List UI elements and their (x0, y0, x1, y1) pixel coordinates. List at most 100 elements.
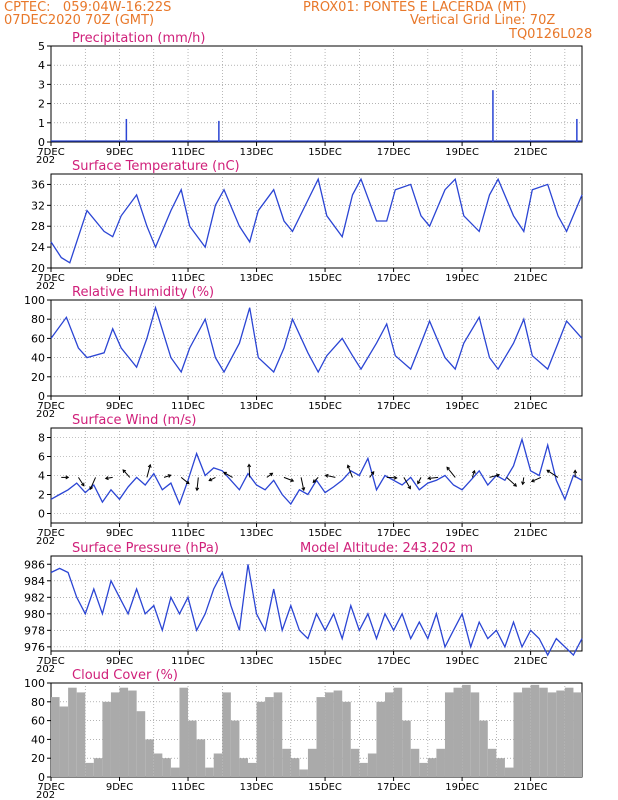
wind-arrow (546, 469, 559, 478)
x-tick-label: 17DEC (377, 147, 411, 158)
x-tick-label: 7DEC (37, 782, 64, 793)
panel-title: Relative Humidity (%) (72, 285, 214, 300)
wind-arrow-head (147, 463, 152, 468)
cloud-bar (410, 748, 420, 777)
wind-arrow (428, 476, 439, 479)
panel-title: Precipitation (mm/h) (72, 31, 205, 46)
x-tick-label: 7DEC (37, 656, 64, 667)
cloud-bar (487, 748, 497, 777)
wind-arrow (208, 476, 216, 482)
x-tick-label: 9DEC (106, 782, 133, 793)
wind-arrow-head (269, 472, 274, 477)
wind-arrow-head (195, 487, 200, 492)
wind-arrow (89, 477, 96, 490)
y-tick-label: 32 (31, 199, 45, 212)
cloud-bar (350, 748, 360, 777)
header-location: PROX01: PONTES E LACERDA (MT) (303, 0, 527, 15)
wind-arrow (122, 469, 131, 478)
wind-arrow-head (167, 474, 172, 478)
wind-arrow-head (312, 479, 317, 484)
cloud-bar (239, 758, 248, 777)
cloud-bar (453, 687, 463, 777)
wind-arrow-head (324, 473, 329, 478)
x-tick-label: 13DEC (240, 528, 274, 539)
cloud-bar (299, 769, 308, 777)
x-tick-label: 21DEC (514, 528, 548, 539)
x-tick-label: 21DEC (514, 401, 548, 412)
wind-arrow-head (417, 480, 421, 485)
panel-title: Surface Wind (m/s) (72, 413, 196, 428)
x-tick-label: 17DEC (377, 528, 411, 539)
x-tick-label: 9DEC (106, 401, 133, 412)
precip-bar (125, 118, 128, 142)
cloud-bar (556, 690, 565, 777)
cloud-bar (564, 687, 574, 777)
wind-arrow-head (513, 483, 518, 487)
cloud-bar (367, 753, 377, 777)
y-tick-label: 28 (31, 220, 45, 233)
y-tick-label: 20 (31, 262, 45, 275)
header-station: CPTEC: 059:04W-16:22S (4, 0, 172, 15)
y-tick-label: 100 (24, 294, 45, 307)
x-tick-label: 7DEC (37, 401, 64, 412)
y-tick-label: 986 (24, 558, 45, 571)
wind-arrow (223, 471, 233, 478)
cloud-bar (110, 692, 120, 777)
y-tick-label: 40 (31, 733, 45, 746)
wind-arrow (531, 476, 542, 482)
x-tick-label: 13DEC (240, 273, 274, 284)
cloud-bar (170, 767, 180, 777)
cloud-bar (188, 720, 197, 777)
cloud-bar (128, 690, 137, 777)
x-tick-label: 15DEC (308, 401, 342, 412)
cloud-bar (513, 692, 523, 777)
x-tick-label: 15DEC (308, 782, 342, 793)
series-line (50, 305, 583, 374)
cloud-bar (205, 767, 214, 777)
wind-arrow-head (446, 466, 451, 471)
x-tick-label: 17DEC (377, 401, 411, 412)
cloud-bar (273, 692, 283, 777)
cloud-bar (530, 684, 540, 777)
wind-arrow-head (407, 485, 411, 490)
x-tick-label: 17DEC (377, 656, 411, 667)
wind-arrow (266, 472, 273, 478)
wind-arrow-head (496, 473, 501, 478)
x-tick-label: 13DEC (240, 147, 274, 158)
wind-arrow (522, 477, 525, 485)
x-tick-label: 11DEC (171, 528, 205, 539)
x-tick-label: 11DEC (171, 401, 205, 412)
cloud-bar (359, 762, 368, 777)
cloud-bar (325, 692, 334, 777)
cloud-bar (196, 739, 206, 777)
wind-arrow-head (427, 476, 432, 481)
y-tick-label: 2 (38, 489, 45, 502)
x-tick-label: 15DEC (308, 147, 342, 158)
x-tick-label: 9DEC (106, 528, 133, 539)
panel-title: Surface Temperature (nC) (72, 159, 240, 174)
cloud-bar (247, 762, 257, 777)
y-tick-label: 20 (31, 371, 45, 384)
y-tick-label: 0 (38, 508, 45, 521)
y-tick-label: 982 (24, 591, 45, 604)
x-tick-label: 7DEC (37, 147, 64, 158)
y-tick-label: 6 (38, 451, 45, 464)
wind-arrow (369, 471, 375, 478)
y-tick-label: 976 (24, 641, 45, 654)
x-tick-label: 19DEC (445, 147, 479, 158)
y-tick-label: 20 (31, 752, 45, 765)
wind-arrow-head (573, 469, 578, 474)
cloud-bar (282, 748, 291, 777)
cloud-bar (102, 701, 111, 777)
cloud-bar (76, 692, 86, 777)
cloud-bar (470, 692, 480, 777)
wind-arrow-head (521, 481, 525, 486)
wind-arrow (386, 476, 397, 479)
panel-frame (50, 299, 583, 397)
cloud-bar (479, 720, 488, 777)
wind-arrow (196, 477, 199, 491)
y-tick-label: 4 (38, 470, 45, 483)
cloud-bar (333, 690, 343, 777)
cloud-bar (85, 762, 94, 777)
